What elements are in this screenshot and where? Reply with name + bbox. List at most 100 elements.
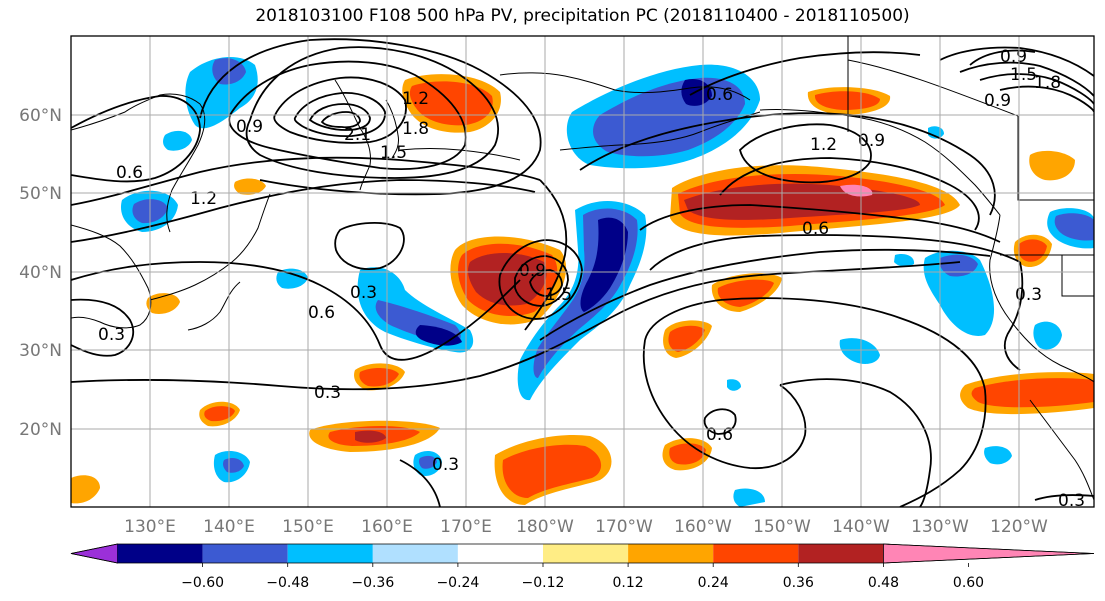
coastline xyxy=(399,148,521,161)
coastline xyxy=(149,193,271,301)
contour-label-layer: 0.9 1.2 1.8 2.1 1.5 0.6 1.2 0.9 0.6 0.3 … xyxy=(98,47,1085,507)
pv-contour xyxy=(979,73,1094,105)
pv-contour xyxy=(498,239,583,320)
longitude-label: 170°E xyxy=(440,517,492,537)
colorbar-segment xyxy=(372,544,458,563)
contour-label: 0.3 xyxy=(314,383,341,403)
latitude-label: 30°N xyxy=(19,341,62,361)
precip-blob xyxy=(502,444,602,498)
pv-contour xyxy=(779,378,932,507)
pv-contour xyxy=(399,459,441,507)
longitude-label: 160°E xyxy=(361,517,413,537)
pv-contour xyxy=(959,61,1094,97)
colorbar-tick-label: 0.24 xyxy=(698,575,729,591)
map-title: 2018103100 F108 500 hPa PV, precipitatio… xyxy=(255,6,910,26)
longitude-label: 140°E xyxy=(203,517,255,537)
latitude-label: 50°N xyxy=(19,184,62,204)
map-frame xyxy=(70,35,1095,508)
longitude-label: 150°W xyxy=(753,517,811,537)
precip-blob xyxy=(223,458,244,473)
longitude-label: 160°W xyxy=(674,517,732,537)
border xyxy=(847,36,1019,117)
longitude-axis: 130°E 140°E 150°E 160°E 170°E 180°W 170°W 160°W… xyxy=(124,517,1048,537)
contour-label: 1.8 xyxy=(1034,73,1061,93)
pv-contour xyxy=(539,249,991,341)
pv-contour xyxy=(71,179,536,243)
pv-contour xyxy=(199,38,542,196)
contour-label: 1.5 xyxy=(545,285,572,305)
contour-label: 1.2 xyxy=(810,135,837,155)
contour-label: 0.6 xyxy=(116,163,143,183)
colorbar-segment xyxy=(798,544,884,563)
pv-contour xyxy=(71,298,135,357)
precip-blob xyxy=(894,254,915,267)
contour-label: 0.9 xyxy=(236,117,263,137)
coastline xyxy=(559,111,761,151)
contour-label: 2.1 xyxy=(344,125,371,145)
pv-contour xyxy=(524,179,568,331)
contour-label: 1.8 xyxy=(402,119,429,139)
precip-blob xyxy=(418,455,437,469)
longitude-label: 180°W xyxy=(516,517,574,537)
coastline xyxy=(759,108,1001,216)
contour-label: 1.5 xyxy=(1010,65,1037,85)
colorbar-tick-label: −0.24 xyxy=(436,575,479,591)
precip-blob xyxy=(839,338,880,364)
pv-contour xyxy=(969,49,1036,66)
pv-contour xyxy=(644,297,987,507)
graticule xyxy=(71,36,1094,507)
colorbar-segment xyxy=(543,544,629,563)
pv-contour xyxy=(293,92,386,138)
colorbar-tick-label: 0.36 xyxy=(783,575,814,591)
latitude-label: 40°N xyxy=(19,263,62,283)
contour-label: 1.2 xyxy=(402,89,429,109)
pv-contour xyxy=(71,261,961,391)
contour-label: 0.3 xyxy=(350,283,377,303)
colorbar-segment xyxy=(628,544,714,563)
latitude-axis: 60°N 50°N 40°N 30°N 20°N xyxy=(19,106,62,440)
precip-blob xyxy=(971,378,1094,408)
colorbar-tick-label: −0.60 xyxy=(181,575,224,591)
latitude-label: 60°N xyxy=(19,106,62,126)
pv-contour xyxy=(514,255,569,307)
pv-contour xyxy=(1003,261,1024,371)
pv-contour xyxy=(579,112,996,216)
precip-blob xyxy=(717,279,774,307)
coastline-layer xyxy=(71,36,1094,501)
border xyxy=(1017,116,1094,201)
colorbar-segment xyxy=(457,544,543,563)
precip-fill-layer xyxy=(71,56,1094,507)
pv-contour xyxy=(71,95,201,183)
coastline xyxy=(385,99,399,159)
contour-label: 0.6 xyxy=(706,85,733,105)
colorbar-tick-label: −0.12 xyxy=(522,575,565,591)
precip-blob xyxy=(668,325,705,352)
longitude-label: 120°W xyxy=(990,517,1048,537)
contour-label: 0.9 xyxy=(984,91,1011,111)
colorbar-tick-label: −0.48 xyxy=(266,575,309,591)
contour-label: 0.3 xyxy=(432,455,459,475)
longitude-label: 130°W xyxy=(911,517,969,537)
pv-contour xyxy=(334,222,405,270)
precip-blob xyxy=(355,430,386,443)
contour-label: 0.9 xyxy=(1000,47,1027,67)
contour-label: 0.9 xyxy=(858,131,885,151)
longitude-label: 150°E xyxy=(282,517,334,537)
contour-label: 0.6 xyxy=(308,303,335,323)
colorbar-segment xyxy=(287,544,373,563)
precip-blob xyxy=(840,184,873,197)
precip-blob xyxy=(276,268,308,289)
pv-contour-layer xyxy=(71,38,1094,507)
contour-label: 0.9 xyxy=(519,261,546,281)
precip-blob xyxy=(163,130,192,151)
pv-contour xyxy=(71,261,521,361)
pv-contour xyxy=(939,46,1094,77)
colorbar-segment xyxy=(117,544,203,563)
colorbar-tick-label: 0.48 xyxy=(868,575,899,591)
pv-contour xyxy=(71,156,541,206)
colorbar-tick-label: −0.36 xyxy=(351,575,394,591)
precip-blob xyxy=(727,379,741,391)
precip-blob xyxy=(234,178,266,195)
colorbar-extend-low xyxy=(70,543,118,564)
